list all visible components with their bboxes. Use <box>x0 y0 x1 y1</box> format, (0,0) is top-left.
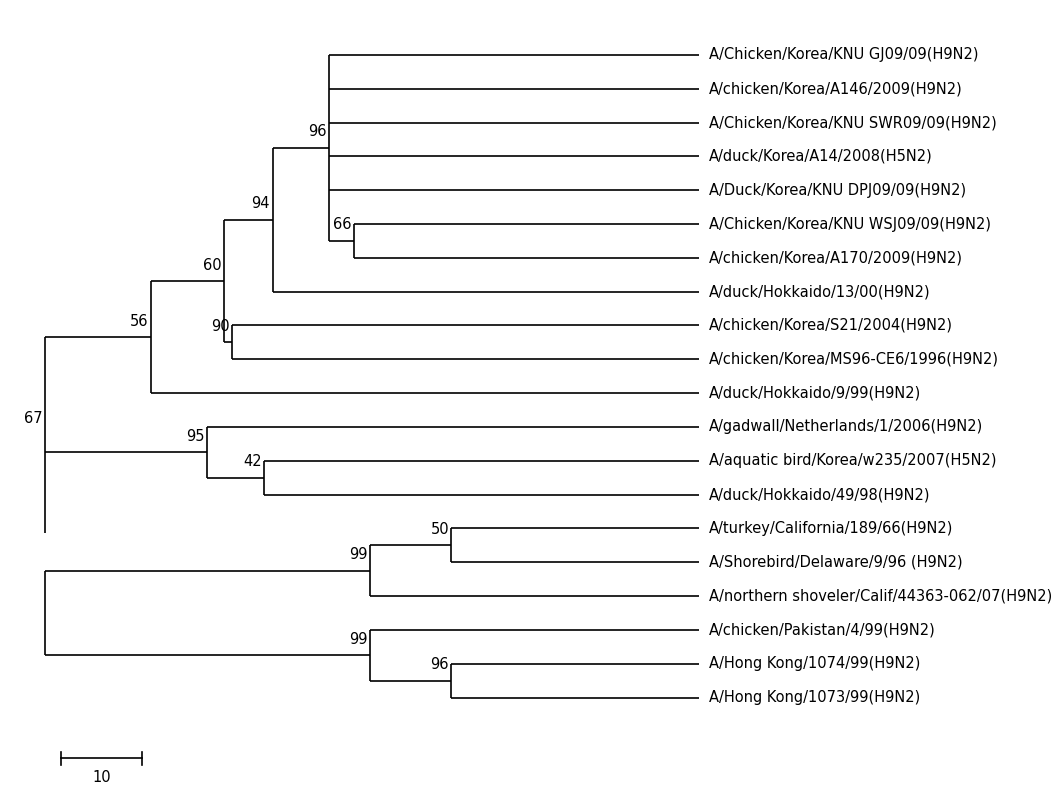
Text: 67: 67 <box>23 411 42 426</box>
Text: A/chicken/Pakistan/4/99(H9N2): A/chicken/Pakistan/4/99(H9N2) <box>709 623 936 638</box>
Text: 90: 90 <box>210 319 229 334</box>
Text: A/chicken/Korea/A146/2009(H9N2): A/chicken/Korea/A146/2009(H9N2) <box>709 82 963 96</box>
Text: A/Hong Kong/1074/99(H9N2): A/Hong Kong/1074/99(H9N2) <box>709 657 921 672</box>
Text: A/duck/Hokkaido/49/98(H9N2): A/duck/Hokkaido/49/98(H9N2) <box>709 487 930 502</box>
Text: 56: 56 <box>130 314 148 329</box>
Text: A/duck/Hokkaido/9/99(H9N2): A/duck/Hokkaido/9/99(H9N2) <box>709 386 922 401</box>
Text: A/aquatic bird/Korea/w235/2007(H5N2): A/aquatic bird/Korea/w235/2007(H5N2) <box>709 453 997 468</box>
Text: A/chicken/Korea/A170/2009(H9N2): A/chicken/Korea/A170/2009(H9N2) <box>709 250 963 265</box>
Text: A/duck/Hokkaido/13/00(H9N2): A/duck/Hokkaido/13/00(H9N2) <box>709 284 930 299</box>
Text: 60: 60 <box>203 257 221 272</box>
Text: 42: 42 <box>243 455 262 469</box>
Text: 95: 95 <box>187 429 205 444</box>
Text: A/chicken/Korea/S21/2004(H9N2): A/chicken/Korea/S21/2004(H9N2) <box>709 318 954 333</box>
Text: A/Duck/Korea/KNU DPJ09/09(H9N2): A/Duck/Korea/KNU DPJ09/09(H9N2) <box>709 183 966 198</box>
Text: A/Chicken/Korea/KNU SWR09/09(H9N2): A/Chicken/Korea/KNU SWR09/09(H9N2) <box>709 115 997 130</box>
Text: 10: 10 <box>92 771 112 786</box>
Text: 66: 66 <box>332 218 352 233</box>
Text: A/Chicken/Korea/KNU GJ09/09(H9N2): A/Chicken/Korea/KNU GJ09/09(H9N2) <box>709 48 979 63</box>
Text: A/chicken/Korea/MS96-CE6/1996(H9N2): A/chicken/Korea/MS96-CE6/1996(H9N2) <box>709 352 999 367</box>
Text: 99: 99 <box>349 632 367 647</box>
Text: A/duck/Korea/A14/2008(H5N2): A/duck/Korea/A14/2008(H5N2) <box>709 149 932 164</box>
Text: 50: 50 <box>430 522 449 537</box>
Text: A/gadwall/Netherlands/1/2006(H9N2): A/gadwall/Netherlands/1/2006(H9N2) <box>709 420 983 435</box>
Text: 99: 99 <box>349 547 367 562</box>
Text: A/Shorebird/Delaware/9/96 (H9N2): A/Shorebird/Delaware/9/96 (H9N2) <box>709 554 963 569</box>
Text: A/turkey/California/189/66(H9N2): A/turkey/California/189/66(H9N2) <box>709 521 954 536</box>
Text: 96: 96 <box>430 657 449 672</box>
Text: A/Hong Kong/1073/99(H9N2): A/Hong Kong/1073/99(H9N2) <box>709 690 921 705</box>
Text: A/Chicken/Korea/KNU WSJ09/09(H9N2): A/Chicken/Korea/KNU WSJ09/09(H9N2) <box>709 216 991 231</box>
Text: 94: 94 <box>252 196 270 211</box>
Text: A/northern shoveler/Calif/44363-062/07(H9N2): A/northern shoveler/Calif/44363-062/07(H… <box>709 588 1052 604</box>
Text: 96: 96 <box>308 124 327 139</box>
